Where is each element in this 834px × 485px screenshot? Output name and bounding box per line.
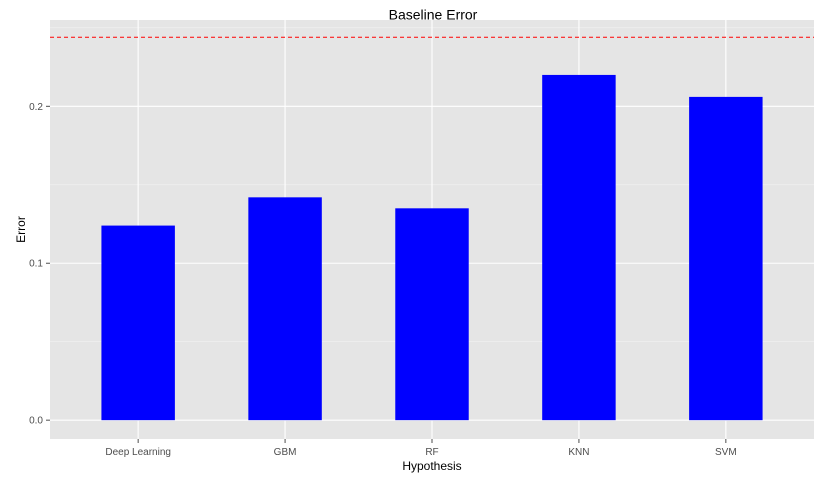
x-tick-label: Deep Learning <box>105 447 171 458</box>
bar-knn <box>542 74 616 421</box>
baseline-error-label: Baseline Error <box>389 6 478 22</box>
bar-rf <box>395 208 469 421</box>
x-tick-label: GBM <box>274 447 297 458</box>
x-axis-ticks: Deep Learning GBM RF KNN SVM <box>105 439 737 458</box>
x-tick-label: KNN <box>568 447 589 458</box>
x-tick-label: RF <box>425 447 438 458</box>
x-axis-title: Hypothesis <box>402 459 461 473</box>
bar-deep-learning <box>101 225 175 421</box>
y-tick-label: 0.1 <box>29 259 43 270</box>
y-tick-label: 0.2 <box>29 102 43 113</box>
bars <box>101 74 763 421</box>
x-tick-label: SVM <box>715 447 737 458</box>
y-tick-label: 0.0 <box>29 416 43 427</box>
bar-gbm <box>248 197 322 421</box>
bar-svm <box>689 96 763 421</box>
y-axis-ticks: 0.0 0.1 0.2 <box>29 102 50 427</box>
y-axis-title: Error <box>14 216 28 243</box>
